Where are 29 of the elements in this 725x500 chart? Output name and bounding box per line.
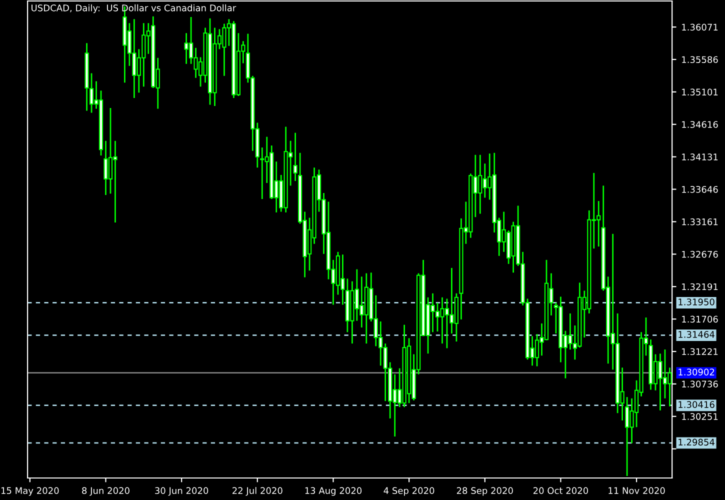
ref-line-label: 1.30416: [678, 401, 714, 408]
y-tick-label: 1.31221: [682, 348, 718, 356]
x-tick-label: 11 Nov 2020: [608, 487, 665, 494]
y-tick-label: 1.33646: [682, 186, 718, 193]
y-tick-label: 1.34616: [682, 121, 718, 128]
x-tick-label: 13 Aug 2020: [305, 487, 362, 496]
x-tick-label: 28 Sep 2020: [456, 487, 513, 496]
candlestick: [293, 132, 298, 182]
y-tick-label: 1.35586: [682, 56, 718, 64]
x-tick-label: 15 May 2020: [1, 487, 59, 496]
x-tick-label: 20 Oct 2020: [533, 487, 588, 494]
y-tick-label: 1.30251: [682, 413, 718, 420]
y-tick-label: 1.34131: [682, 154, 718, 160]
y-tick-label: 1.32676: [682, 250, 718, 258]
y-tick-label: 1.35101: [682, 88, 718, 96]
ref-line-label: 1.30902: [678, 368, 714, 376]
x-tick-label: 8 Jun 2020: [82, 487, 130, 496]
x-tick-label: 30 Jun 2020: [155, 487, 208, 496]
x-tick-label: 22 Jul 2020: [232, 487, 282, 496]
y-tick-label: 1.33161: [682, 218, 718, 226]
y-tick-label: 1.36071: [682, 24, 718, 31]
y-tick-label: 1.32191: [682, 283, 718, 290]
ref-line-label: 1.29854: [678, 438, 714, 446]
y-tick-label: 1.30736: [682, 380, 718, 388]
ref-line-label: 1.31464: [678, 331, 714, 338]
ref-line-label: 1.31950: [678, 298, 714, 306]
x-tick-label: 4 Sep 2020: [384, 487, 434, 496]
chart-title: USDCAD, Daily: US Dollar vs Canadian Dollar: [32, 4, 236, 14]
y-tick-label: 1.31706: [682, 316, 718, 323]
